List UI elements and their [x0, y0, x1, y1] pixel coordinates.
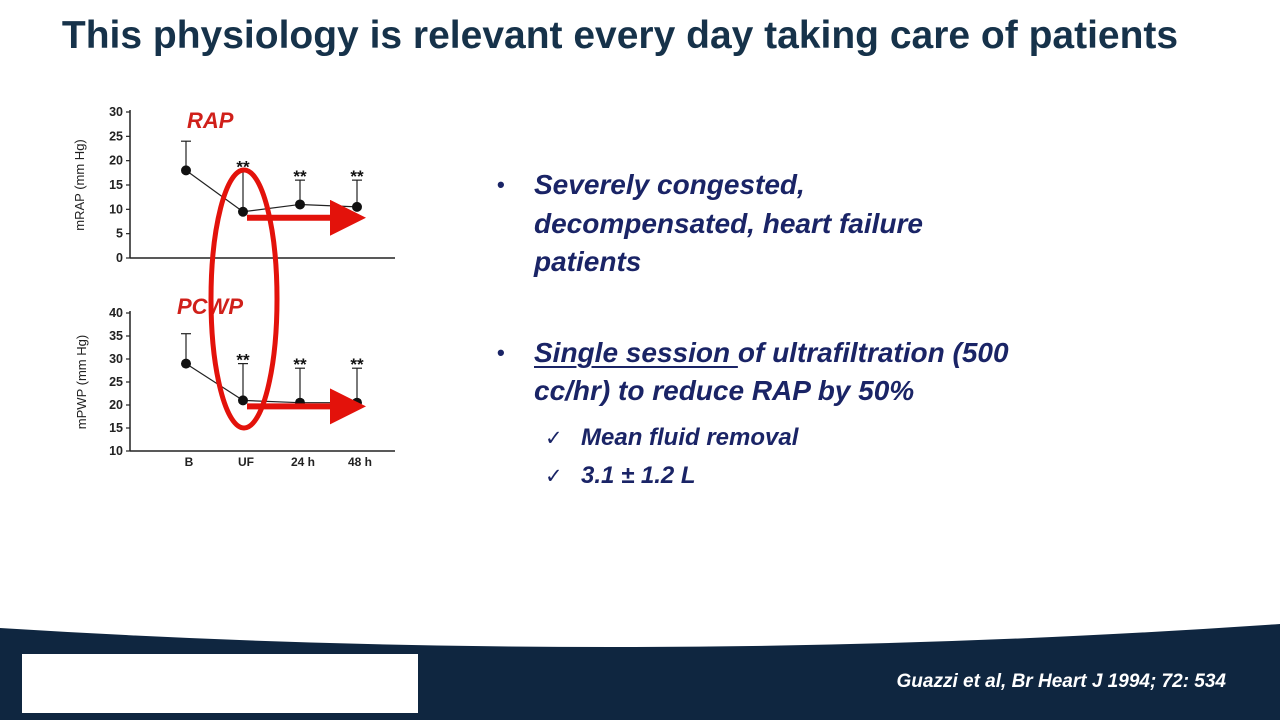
highlight-ellipse	[208, 167, 280, 431]
sub-bullet-text: 3.1 ± 1.2 L	[581, 461, 696, 489]
data-point	[181, 165, 191, 176]
y-tick-label: 30	[109, 105, 123, 119]
x-tick-label: B	[185, 455, 194, 469]
y-axis-label: mRAP (mm Hg)	[72, 139, 87, 230]
slide-title: This physiology is relevant every day ta…	[61, 14, 1179, 57]
y-tick-label: 40	[109, 306, 123, 320]
series-line	[185, 363, 357, 404]
bullet-item-ultrafiltration: • Single session of ultrafiltration (500…	[495, 334, 1015, 411]
y-tick-label: 25	[109, 375, 123, 389]
x-tick-label: UF	[238, 455, 254, 469]
significance-label: **	[350, 167, 364, 186]
y-tick-label: 15	[109, 178, 123, 192]
y-tick-label: 35	[109, 329, 123, 343]
bullet-dot: •	[497, 339, 505, 365]
x-tick-label: 24 h	[291, 455, 315, 469]
y-tick-label: 25	[109, 129, 123, 143]
y-tick-label: 5	[116, 227, 123, 241]
significance-label: **	[293, 167, 307, 186]
sub-bullet-mean-fluid: ✓ Mean fluid removal	[495, 419, 1015, 457]
bullet-text: Severely congested, decompensated, heart…	[534, 169, 924, 277]
panel-title: RAP	[187, 108, 234, 133]
bullet-item-patients: • Severely congested, decompensated, hea…	[495, 166, 1015, 282]
sub-bullet-list: ✓ Mean fluid removal ✓ 3.1 ± 1.2 L	[495, 419, 1015, 495]
data-point	[295, 199, 305, 210]
citation: Guazzi et al, Br Heart J 1994; 72: 534	[896, 671, 1227, 692]
check-icon: ✓	[545, 425, 563, 450]
bullet-list: • Severely congested, decompensated, hea…	[495, 166, 1015, 495]
bullet-underlined-text: Single session	[534, 336, 738, 368]
data-point	[238, 206, 248, 217]
x-tick-label: 48 h	[348, 455, 372, 469]
significance-label: **	[236, 351, 250, 370]
significance-label: **	[293, 355, 307, 374]
y-tick-label: 10	[109, 444, 123, 458]
y-tick-label: 20	[109, 398, 123, 412]
series-line	[185, 169, 358, 213]
data-point	[238, 395, 248, 406]
y-axis-label: mPWP (mm Hg)	[74, 335, 89, 429]
significance-label: **	[350, 355, 364, 374]
sub-bullet-volume: ✓ 3.1 ± 1.2 L	[495, 457, 1015, 495]
check-icon: ✓	[545, 463, 563, 488]
bullet-dot: •	[497, 172, 505, 197]
y-tick-label: 15	[109, 421, 123, 435]
sub-bullet-text: Mean fluid removal	[581, 423, 799, 451]
footer-white-panel	[22, 654, 418, 713]
data-point	[181, 358, 191, 369]
y-tick-label: 20	[109, 154, 123, 168]
y-tick-label: 10	[109, 202, 123, 216]
hemodynamics-chart: 0 5 10 15 20 25 30 mRAP (mm Hg) ** ** ** RAP 10 15 20 2…	[72, 105, 395, 469]
bullet-text: of ultrafiltration (500 cc/hr) to reduce…	[534, 336, 1009, 407]
y-tick-label: 30	[109, 352, 123, 366]
y-tick-label: 0	[116, 251, 123, 265]
